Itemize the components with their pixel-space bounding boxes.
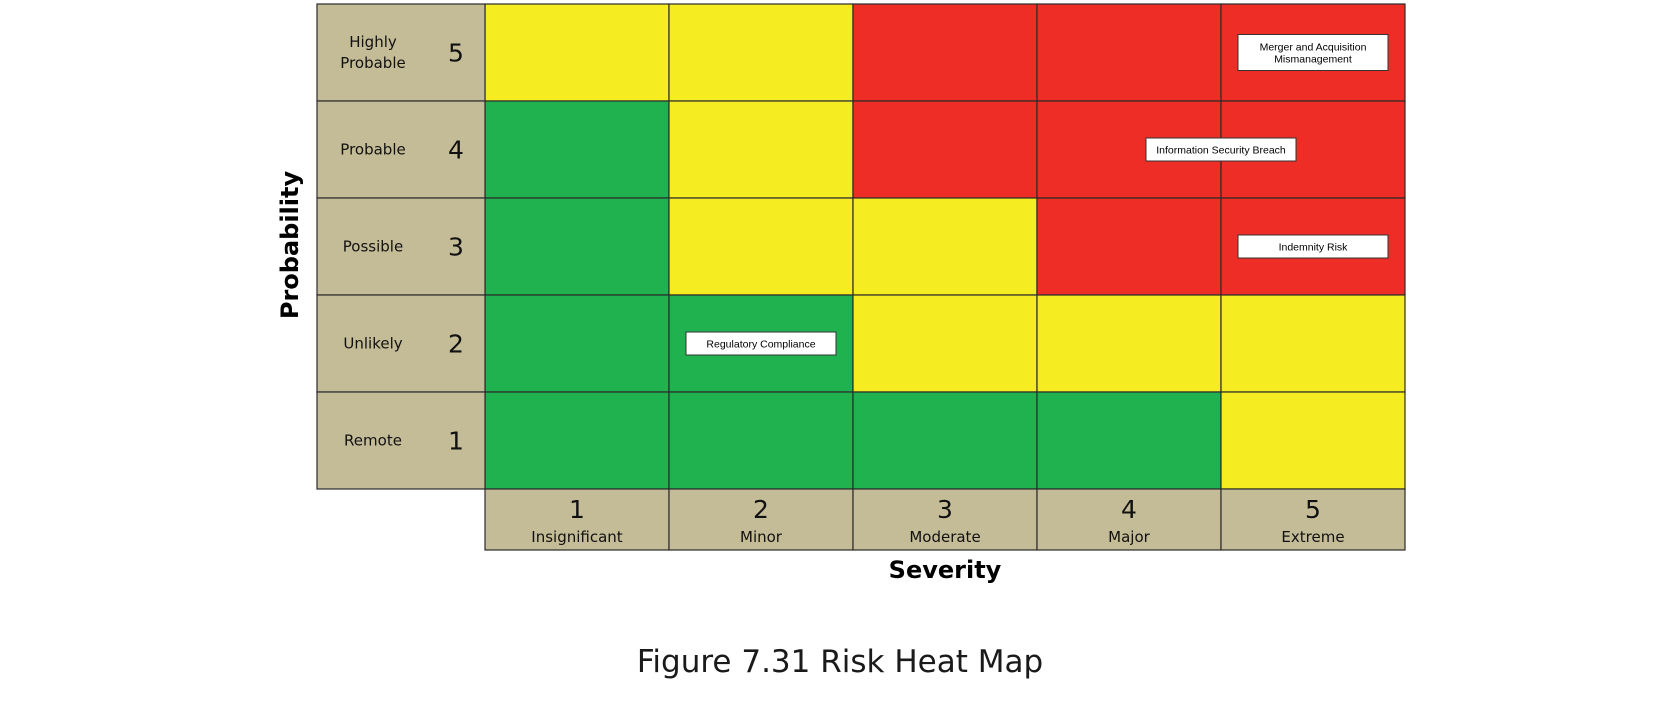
severity-value: 5 [1305,495,1321,524]
heat-cell [484,294,670,393]
risk-box [1237,234,1389,259]
probability-value: 4 [448,136,464,165]
probability-label-cell [316,3,486,102]
x-axis-title: Severity [889,556,1002,584]
risk-label: Indemnity Risk [1279,242,1349,254]
severity-label: Moderate [909,528,980,546]
heat-cell [1036,391,1222,490]
probability-value: 3 [448,233,464,262]
severity-labels: 1 Insignificant 2 Minor 3 Moderate 4 Major 5 Extr… [484,488,1406,551]
probability-label: Remote [344,432,402,450]
severity-value: 4 [1121,495,1137,524]
severity-label-cell [1220,488,1406,551]
heat-cell [1220,391,1406,490]
probability-label-cell [316,391,486,490]
probability-label-cell [316,197,486,296]
heat-cell [484,391,670,490]
risk-box [1145,137,1297,162]
heat-cell [852,391,1038,490]
severity-label: Insignificant [531,528,623,546]
probability-label-cell [316,100,486,199]
severity-label-cell [1036,488,1222,551]
risk-heat-map: Highly Probable 5 Probable 4 Possible 3 Unlikel… [276,3,1406,584]
probability-value: 2 [448,330,464,359]
figure-caption: Figure 7.31 Risk Heat Map [636,644,1044,680]
severity-value: 1 [569,495,585,524]
severity-label: Major [1108,528,1150,546]
probability-label: Highly [349,33,397,51]
heat-cell [1036,197,1222,296]
heatmap-cells [484,3,1406,490]
risk-label: Mismanagement [1274,54,1352,66]
heat-cell [484,3,670,102]
probability-label: Probable [340,54,405,72]
heat-cell [668,391,854,490]
y-axis-title: Probability [276,171,304,320]
probability-labels: Highly Probable 5 Probable 4 Possible 3 Unlikel… [316,3,486,490]
severity-value: 2 [753,495,769,524]
heat-cell [852,197,1038,296]
heat-cell [1036,3,1222,102]
risk-label: Merger and Acquisition [1260,42,1367,54]
risk-box [685,331,837,356]
risk-label: Information Security Breach [1156,145,1286,157]
risk-box [1237,34,1389,71]
heat-cell [668,100,854,199]
heat-cell [1220,294,1406,393]
heat-cell [484,197,670,296]
severity-label-cell [484,488,670,551]
probability-label: Possible [343,238,403,256]
heat-cell [852,294,1038,393]
risk-label: Regulatory Compliance [706,339,815,351]
heat-cell [1036,294,1222,393]
heat-cell [852,3,1038,102]
probability-label: Probable [340,141,405,159]
severity-value: 3 [937,495,953,524]
probability-value: 1 [448,427,464,456]
severity-label: Minor [740,528,783,546]
heat-cell [668,197,854,296]
probability-value: 5 [448,39,464,68]
heat-cell [668,3,854,102]
probability-label: Unlikely [343,335,402,353]
heat-cell [484,100,670,199]
heat-cell [852,100,1038,199]
probability-label-cell [316,294,486,393]
severity-label: Extreme [1281,528,1344,546]
